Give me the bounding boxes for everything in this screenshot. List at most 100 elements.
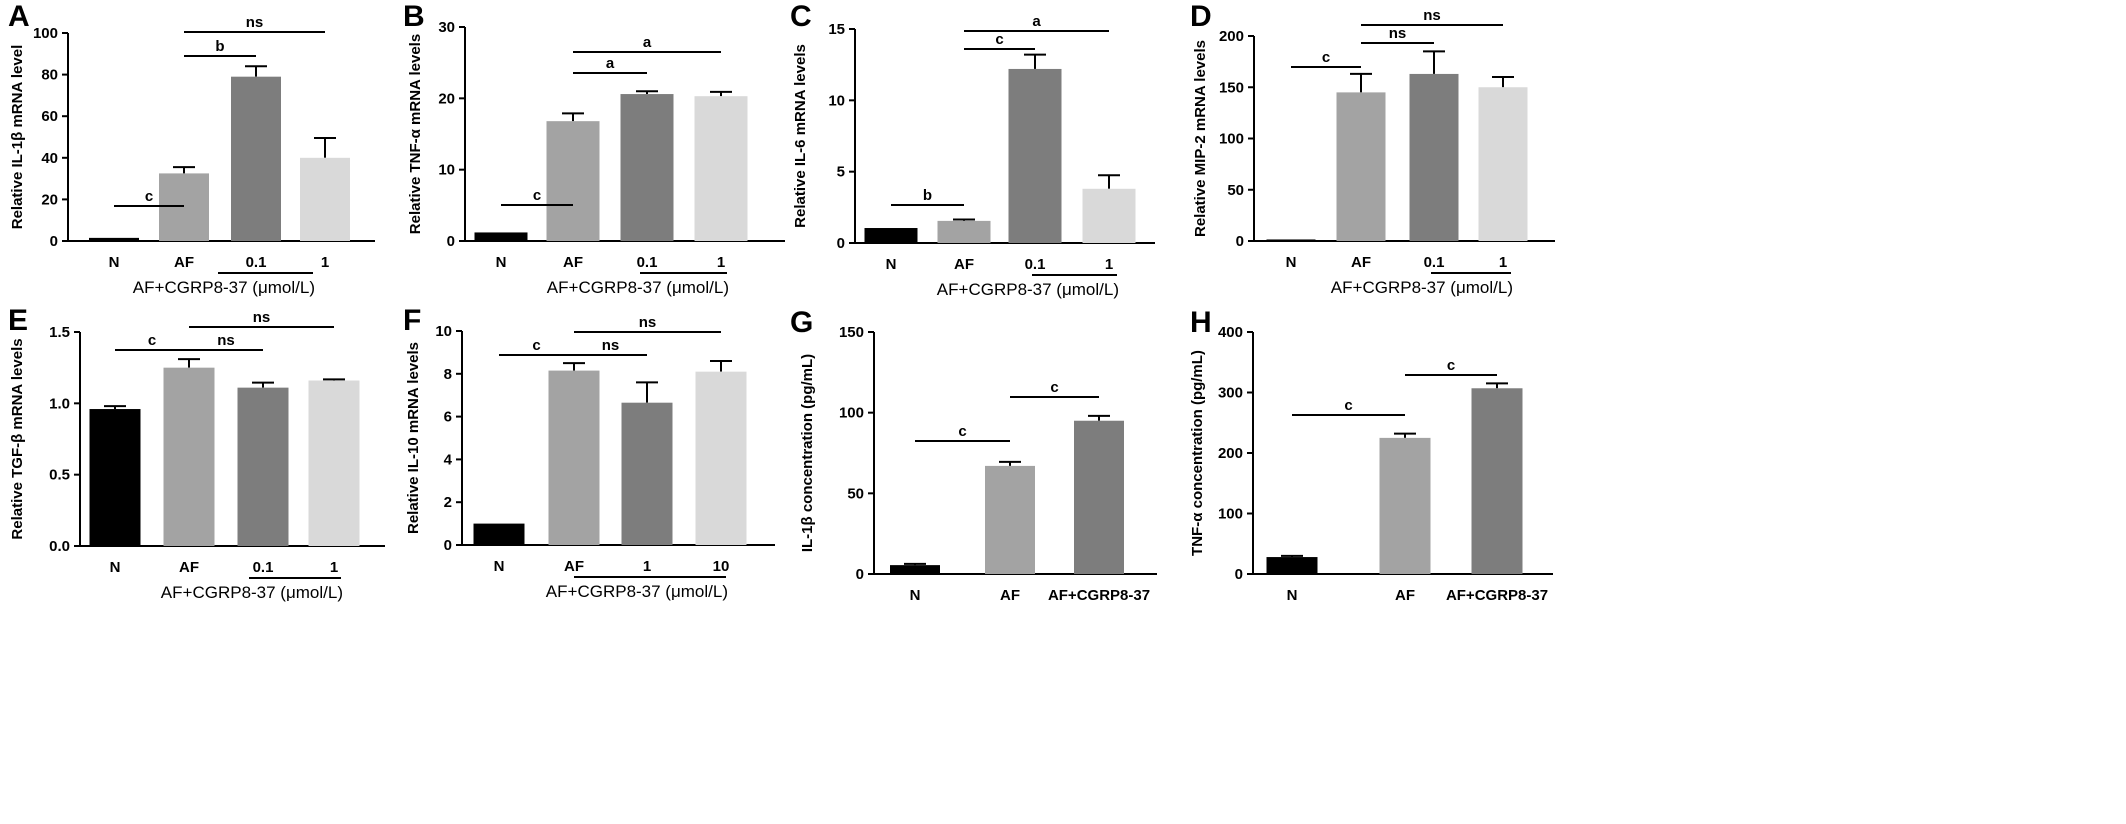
y-tick-label: 100 — [33, 25, 58, 42]
y-axis-label: Relative IL-1β mRNA level — [9, 45, 26, 230]
bar-n — [1266, 239, 1316, 241]
panel-label: B — [403, 0, 425, 33]
x-tick-label: 1 — [330, 559, 338, 576]
bar-10 — [695, 371, 747, 545]
panel-label: H — [1190, 306, 1212, 339]
bar-af — [163, 367, 215, 546]
x-tick-label: N — [110, 559, 121, 576]
significance-label: ns — [1423, 7, 1441, 24]
bar-n — [89, 237, 139, 241]
significance-label: c — [145, 188, 153, 205]
x-tick-label: 0.1 — [246, 254, 267, 271]
y-tick-label: 0 — [837, 235, 845, 252]
y-tick-label: 15 — [828, 21, 845, 38]
bar-af — [546, 121, 600, 241]
y-tick-label: 4 — [444, 451, 453, 468]
bar-af-cgrp8-37 — [1471, 388, 1523, 574]
y-tick-label: 0 — [50, 233, 58, 250]
group-label: AF+CGRP8-37 (μmol/L) — [1331, 278, 1513, 297]
y-tick-label: 10 — [435, 323, 452, 340]
x-tick-label: N — [109, 254, 120, 271]
x-tick-label: 0.1 — [637, 254, 658, 271]
x-tick-label: N — [494, 558, 505, 575]
group-label: AF+CGRP8-37 (μmol/L) — [937, 280, 1119, 299]
significance-label: c — [995, 31, 1003, 48]
x-tick-label: 1 — [1105, 256, 1113, 273]
x-tick-label: 0.1 — [253, 559, 274, 576]
significance-label: b — [923, 187, 932, 204]
x-tick-label: N — [910, 587, 921, 604]
y-axis-label: TNF-α concentration (pg/mL) — [1189, 350, 1206, 556]
significance-label: c — [148, 332, 156, 349]
panel-f: F 0 2 4 6 8 10 Relative IL-10 mRNA levels N AF 1 10… — [403, 304, 775, 601]
y-tick-label: 20 — [41, 191, 58, 208]
significance-label: c — [532, 337, 540, 354]
bar-1 — [1478, 87, 1528, 241]
x-tick-label: 10 — [713, 558, 730, 575]
y-axis-label: Relative TNF-α mRNA levels — [407, 34, 424, 234]
panel-label: G — [790, 306, 813, 339]
y-tick-label: 1.5 — [49, 324, 70, 341]
bar-1 — [300, 157, 350, 241]
y-tick-label: 0 — [856, 566, 864, 583]
group-label: AF+CGRP8-37 (μmol/L) — [546, 582, 728, 601]
bar-af — [548, 370, 600, 545]
x-tick-label: AF — [564, 558, 584, 575]
y-tick-label: 0 — [447, 233, 455, 250]
panel-label: F — [403, 304, 421, 337]
y-tick-label: 50 — [847, 485, 864, 502]
x-tick-label: N — [886, 256, 897, 273]
y-tick-label: 100 — [839, 405, 864, 422]
significance-label: c — [533, 187, 541, 204]
bar-af — [159, 173, 209, 241]
panel-c: C 0 5 10 15 Relative IL-6 mRNA levels N AF 0.1 1 A… — [790, 0, 1155, 299]
x-tick-label: 0.1 — [1025, 256, 1046, 273]
significance-label: a — [643, 34, 652, 51]
group-label: AF+CGRP8-37 (μmol/L) — [161, 583, 343, 602]
significance-label: c — [1447, 357, 1455, 374]
y-axis-label: Relative TGF-β mRNA levels — [9, 338, 26, 539]
panel-label: E — [8, 304, 28, 337]
panel-g: G 0 50 100 150 IL-1β concentration (pg/mL) N AF… — [790, 306, 1157, 604]
bar-1 — [694, 96, 748, 242]
y-tick-label: 80 — [41, 67, 58, 84]
significance-label: c — [1050, 379, 1058, 396]
y-tick-label: 50 — [1227, 182, 1244, 199]
bar-af — [937, 220, 991, 243]
y-tick-label: 400 — [1218, 324, 1243, 341]
x-tick-label: AF — [174, 254, 194, 271]
panel-e: E 0.0 0.5 1.0 1.5 Relative TGF-β mRNA levels N… — [8, 304, 385, 602]
y-tick-label: 0.5 — [49, 467, 70, 484]
y-tick-label: 10 — [828, 92, 845, 109]
significance-label: ns — [246, 14, 264, 31]
x-tick-label: AF — [1395, 587, 1415, 604]
significance-label: ns — [639, 314, 657, 331]
y-tick-label: 150 — [1219, 79, 1244, 96]
y-tick-label: 100 — [1219, 131, 1244, 148]
y-axis-label: Relative IL-6 mRNA levels — [792, 44, 809, 228]
y-tick-label: 8 — [444, 366, 452, 383]
group-label: AF+CGRP8-37 (μmol/L) — [547, 278, 729, 297]
y-tick-label: 40 — [41, 150, 58, 167]
bar-1 — [308, 380, 360, 546]
x-tick-label: N — [1287, 587, 1298, 604]
x-tick-label: AF — [1351, 254, 1371, 271]
y-tick-label: 300 — [1218, 385, 1243, 402]
bar-n — [1266, 557, 1318, 574]
x-tick-label: AF — [563, 254, 583, 271]
y-tick-label: 200 — [1219, 28, 1244, 45]
x-tick-label: 1 — [1499, 254, 1507, 271]
significance-label: ns — [253, 309, 271, 326]
bar-n — [890, 565, 940, 574]
x-tick-label: AF — [179, 559, 199, 576]
y-axis-label: IL-1β concentration (pg/mL) — [799, 354, 816, 552]
y-tick-label: 0 — [1236, 233, 1244, 250]
significance-label: ns — [602, 337, 620, 354]
bar-1 — [621, 402, 673, 545]
significance-label: ns — [1389, 25, 1407, 42]
bar-af — [985, 465, 1035, 574]
significance-label: ns — [217, 332, 235, 349]
panel-d: D 0 50 100 150 200 Relative MIP-2 mRNA levels N… — [1190, 0, 1555, 297]
x-tick-label: AF+CGRP8-37 — [1048, 587, 1150, 604]
